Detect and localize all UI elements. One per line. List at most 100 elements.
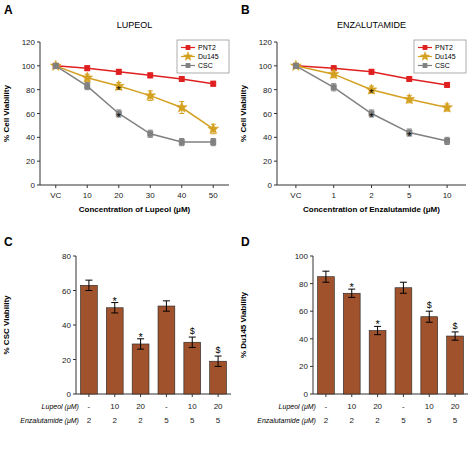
marker — [148, 73, 153, 78]
marker — [211, 140, 216, 145]
y-tick-label: 0 — [31, 181, 36, 190]
x-tick-label: 5 — [401, 416, 406, 425]
marker — [179, 140, 184, 145]
error-bar — [53, 63, 58, 68]
y-tick — [310, 366, 313, 367]
legend-label: Du145 — [198, 53, 219, 60]
x-tick — [325, 394, 326, 397]
x-tick-label: 5 — [453, 416, 458, 425]
row-label: Lupeol (μM) — [279, 403, 316, 411]
marker — [290, 60, 301, 70]
marker — [293, 63, 298, 68]
x-tick — [447, 185, 448, 188]
bar — [369, 331, 386, 394]
panel-title: C — [4, 235, 13, 249]
x-tick — [455, 394, 456, 397]
error-bar — [293, 63, 298, 68]
marker — [407, 76, 412, 81]
x-tick — [140, 394, 141, 397]
error-bar — [445, 83, 450, 88]
marker — [404, 94, 415, 104]
panel-title: A — [4, 3, 13, 17]
x-tick-label: - — [88, 402, 91, 411]
x-tick-label: 20 — [214, 402, 223, 411]
error-bar — [53, 63, 58, 68]
x-tick-label: 10 — [188, 402, 197, 411]
x-tick-label: 20 — [136, 402, 145, 411]
y-tick-label: 120 — [259, 38, 273, 47]
y-tick — [274, 42, 277, 43]
marker — [331, 85, 336, 90]
legend-box — [177, 40, 229, 73]
marker — [53, 63, 58, 68]
series — [53, 63, 216, 145]
marker — [423, 46, 427, 50]
error-bar — [407, 77, 412, 82]
y-tick — [73, 256, 76, 257]
significance-mark: $ — [427, 300, 432, 310]
error-bar — [331, 84, 336, 91]
y-tick-label: 0 — [268, 181, 273, 190]
y-tick — [274, 113, 277, 114]
x-tick — [150, 185, 151, 188]
x-tick-label: 5 — [190, 416, 195, 425]
plot-marks — [81, 280, 227, 394]
y-tick-label: 80 — [62, 252, 71, 261]
y-tick-label: 40 — [62, 321, 71, 330]
x-tick-label: 40 — [177, 191, 186, 200]
x-tick — [218, 394, 219, 397]
annotation: * — [407, 130, 412, 142]
x-tick-label: 10 — [110, 402, 119, 411]
plot-marks — [318, 271, 464, 394]
y-tick-label: 60 — [299, 307, 308, 316]
error-bar — [179, 77, 184, 82]
x-tick — [333, 185, 334, 188]
y-tick — [37, 137, 40, 138]
subtitle: ENZALUTAMIDE — [337, 20, 406, 30]
error-bar — [211, 139, 216, 146]
x-axis-label: Concentration of Lupeol (μM) — [79, 205, 191, 214]
x-tick-label: 2 — [350, 416, 355, 425]
panel: ALUPEOL020406080100120% Cell ViabilityVC… — [2, 3, 229, 214]
y-tick — [310, 311, 313, 312]
bar — [447, 336, 464, 394]
error-bar — [85, 280, 92, 290]
y-tick — [274, 65, 277, 66]
error-bar — [293, 63, 298, 68]
marker — [183, 52, 192, 61]
marker — [208, 123, 219, 133]
y-tick — [310, 256, 313, 257]
error-bar — [445, 137, 450, 144]
legend-label: PNT2 — [198, 44, 216, 51]
y-tick-label: 20 — [299, 362, 308, 371]
error-bar — [179, 139, 184, 146]
marker — [293, 63, 298, 68]
bar — [106, 308, 123, 394]
legend-label: CSC — [198, 62, 213, 69]
y-tick — [310, 338, 313, 339]
line — [56, 66, 214, 129]
error-bar — [116, 69, 121, 74]
y-tick — [274, 161, 277, 162]
annotation: * — [117, 111, 122, 123]
y-tick — [37, 89, 40, 90]
x-tick — [88, 394, 89, 397]
significance-mark: $ — [453, 321, 458, 331]
x-tick-label: 2 — [113, 416, 118, 425]
x-tick-label: 20 — [373, 402, 382, 411]
y-tick-label: 40 — [299, 335, 308, 344]
x-tick — [118, 185, 119, 188]
y-tick-label: 0 — [304, 390, 309, 399]
error-bar — [148, 73, 153, 78]
x-tick — [351, 394, 352, 397]
x-tick-label: 5 — [427, 416, 432, 425]
x-tick-label: 10 — [347, 402, 356, 411]
marker — [186, 64, 190, 68]
x-tick-label: 5 — [407, 191, 412, 200]
bar — [318, 277, 335, 394]
legend-label: CSC — [435, 62, 450, 69]
y-axis-label: % Cell Viability — [239, 85, 248, 142]
x-tick-label: 5 — [216, 416, 221, 425]
bar — [132, 344, 149, 394]
x-tick — [114, 394, 115, 397]
